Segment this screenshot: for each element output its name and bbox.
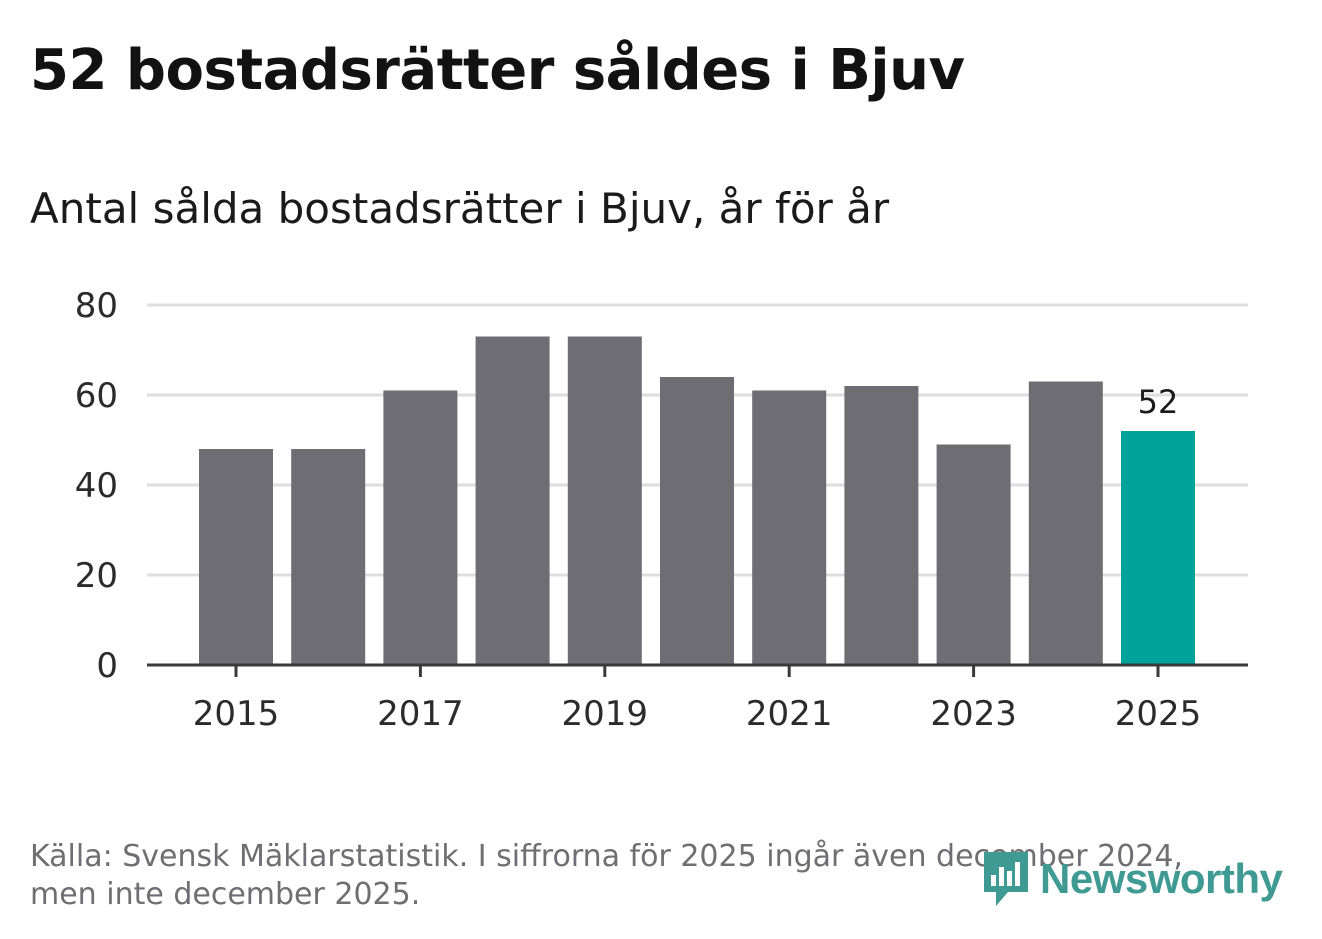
bar-2019 <box>567 336 642 665</box>
brand-name: Newsworthy <box>1040 855 1283 902</box>
bar-2016 <box>291 449 366 665</box>
chart-subtitle: Antal sålda bostadsrätter i Bjuv, år för… <box>30 184 890 233</box>
source-line-2: men inte december 2025. <box>30 877 421 912</box>
y-tick-label-80: 80 <box>75 286 118 326</box>
x-tick-label-2019: 2019 <box>562 694 649 734</box>
y-tick-label-0: 0 <box>96 646 118 686</box>
x-tick-label-2023: 2023 <box>930 694 1017 734</box>
x-tick-label-2015: 2015 <box>193 694 280 734</box>
newsworthy-logo-icon <box>984 852 1028 906</box>
bar-2017 <box>383 390 458 665</box>
bar-2024 <box>1028 381 1103 665</box>
y-tick-label-40: 40 <box>75 466 118 506</box>
y-tick-label-60: 60 <box>75 376 118 416</box>
bar-2015 <box>199 449 273 665</box>
bar-chart: 0 20 40 60 80 52 2015 2017 2019 2021 2023 2025 <box>75 286 1248 734</box>
x-tick-label-2021: 2021 <box>746 694 833 734</box>
bar-2021 <box>752 390 827 665</box>
axes: 0 20 40 60 80 52 2015 2017 2019 2021 2023 2025 <box>75 286 1248 734</box>
bar-2020 <box>660 377 734 665</box>
data-label-2025: 52 <box>1138 383 1179 421</box>
y-tick-label-20: 20 <box>75 556 118 596</box>
x-tick-label-2025: 2025 <box>1115 694 1202 734</box>
brand-logo: Newsworthy <box>980 848 1283 910</box>
bar-2025 <box>1121 431 1195 665</box>
chart-title: 52 bostadsrätter såldes i Bjuv <box>30 38 965 103</box>
bar-2018 <box>475 336 550 665</box>
bars <box>199 336 1195 665</box>
bar-2022 <box>844 386 919 665</box>
x-tick-label-2017: 2017 <box>377 694 464 734</box>
bar-2023 <box>936 444 1011 665</box>
